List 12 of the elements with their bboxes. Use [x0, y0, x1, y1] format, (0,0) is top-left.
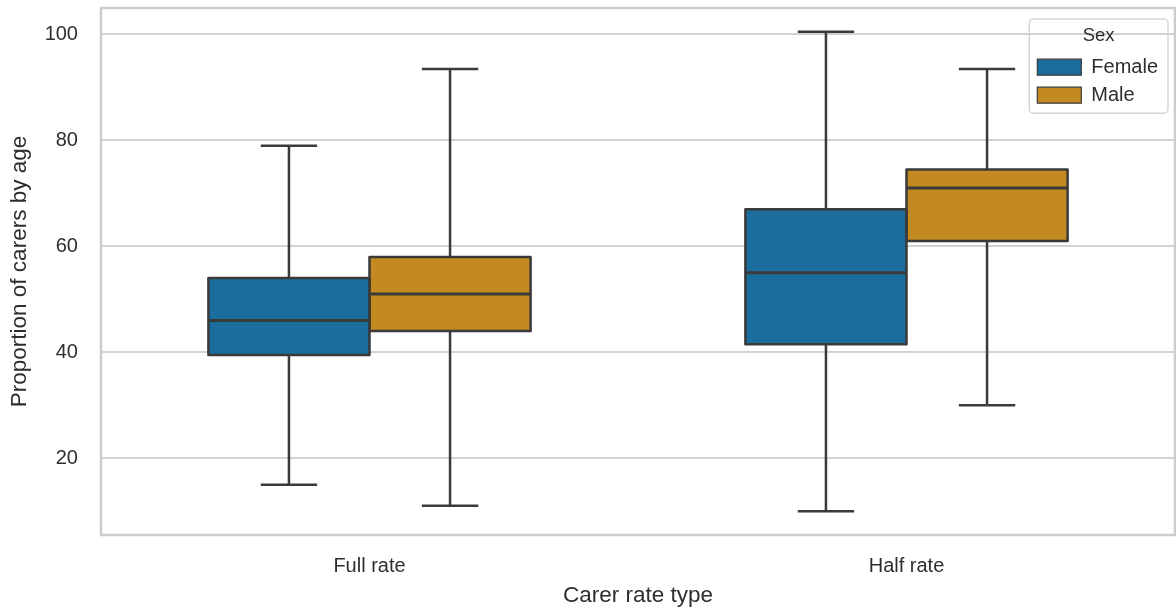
x-tick-label: Half rate — [868, 553, 945, 576]
legend-label: Male — [1091, 82, 1135, 105]
y-tick-label: 40 — [55, 339, 78, 362]
x-tick-label: Full rate — [333, 553, 406, 576]
y-tick-label: 60 — [55, 233, 78, 256]
y-axis-title: Proportion of carers by age — [6, 135, 32, 408]
legend-title: Sex — [1082, 24, 1116, 46]
y-tick-label: 80 — [55, 127, 78, 150]
y-tick-label: 100 — [44, 22, 78, 44]
x-axis-title: Carer rate type — [562, 582, 714, 608]
legend-label: Female — [1091, 54, 1159, 77]
y-tick-label: 20 — [55, 445, 78, 468]
